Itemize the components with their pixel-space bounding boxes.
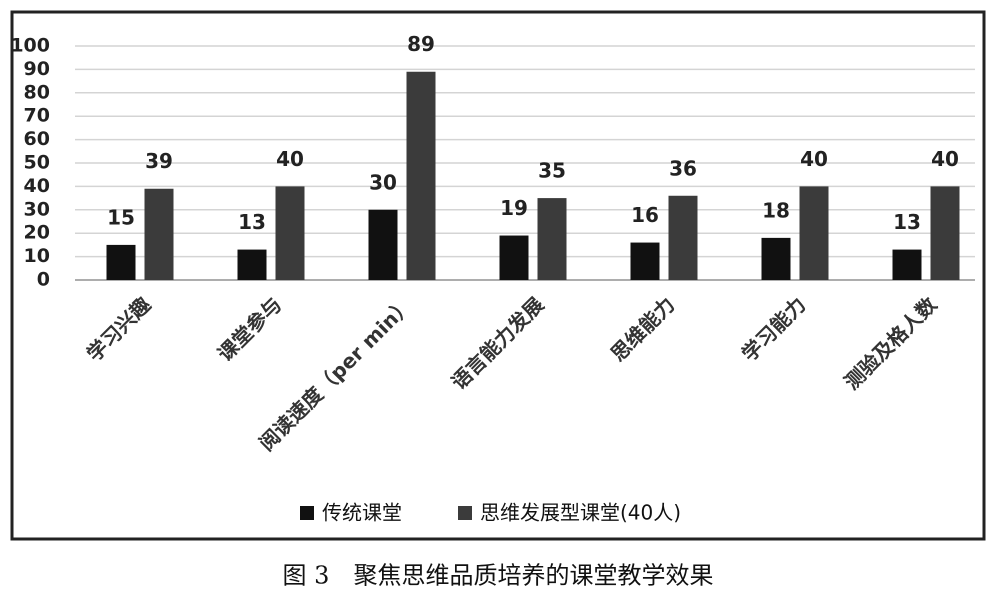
- y-tick-label: 10: [24, 245, 50, 267]
- x-tick-label: 课堂参与: [213, 292, 287, 366]
- caption: 图 3 聚焦思维品质培养的课堂教学效果: [283, 562, 714, 590]
- bar: [275, 186, 305, 280]
- value-label: 15: [107, 205, 135, 229]
- bar: [237, 249, 267, 280]
- value-label: 36: [669, 156, 697, 180]
- legend-label: 传统课堂: [322, 501, 402, 525]
- x-tick-label: 学习兴趣: [82, 292, 156, 366]
- bar: [892, 249, 922, 280]
- bar: [106, 244, 136, 280]
- x-tick-label: 思维能力: [606, 292, 680, 366]
- value-label: 13: [238, 210, 266, 234]
- y-tick-label: 30: [24, 198, 50, 220]
- value-label: 35: [538, 159, 566, 183]
- bar: [630, 242, 660, 280]
- bar: [668, 195, 698, 280]
- bar: [368, 209, 398, 280]
- bar: [537, 198, 567, 280]
- x-tick-label: 语言能力发展: [447, 292, 549, 394]
- value-label: 40: [800, 147, 828, 171]
- y-tick-label: 70: [24, 105, 50, 127]
- value-label: 40: [276, 147, 304, 171]
- y-tick-label: 100: [10, 35, 50, 57]
- value-label: 30: [369, 170, 397, 194]
- x-tick-label: 测验及格人数: [840, 292, 943, 395]
- value-label: 40: [931, 147, 959, 171]
- legend-label: 思维发展型课堂(40人): [480, 501, 681, 525]
- y-tick-label: 20: [24, 222, 50, 244]
- bar: [499, 235, 529, 280]
- y-tick-label: 50: [24, 152, 50, 174]
- bar: [930, 186, 960, 280]
- y-tick-label: 0: [37, 269, 50, 291]
- bar: [799, 186, 829, 280]
- y-tick-label: 60: [24, 128, 50, 150]
- bar: [406, 71, 436, 281]
- legend-swatch: [458, 506, 472, 520]
- value-label: 19: [500, 196, 528, 220]
- bar: [144, 188, 174, 280]
- y-tick-label: 40: [24, 175, 50, 197]
- legend-swatch: [300, 506, 314, 520]
- value-label: 18: [762, 198, 790, 222]
- y-tick-label: 80: [24, 81, 50, 103]
- y-tick-label: 90: [24, 58, 50, 80]
- value-label: 13: [893, 210, 921, 234]
- bar: [761, 237, 791, 280]
- x-tick-label: 学习能力: [737, 292, 811, 366]
- value-label: 16: [631, 203, 659, 227]
- value-label: 89: [407, 32, 435, 56]
- chart-frame: [10, 10, 986, 541]
- value-label: 39: [145, 149, 173, 173]
